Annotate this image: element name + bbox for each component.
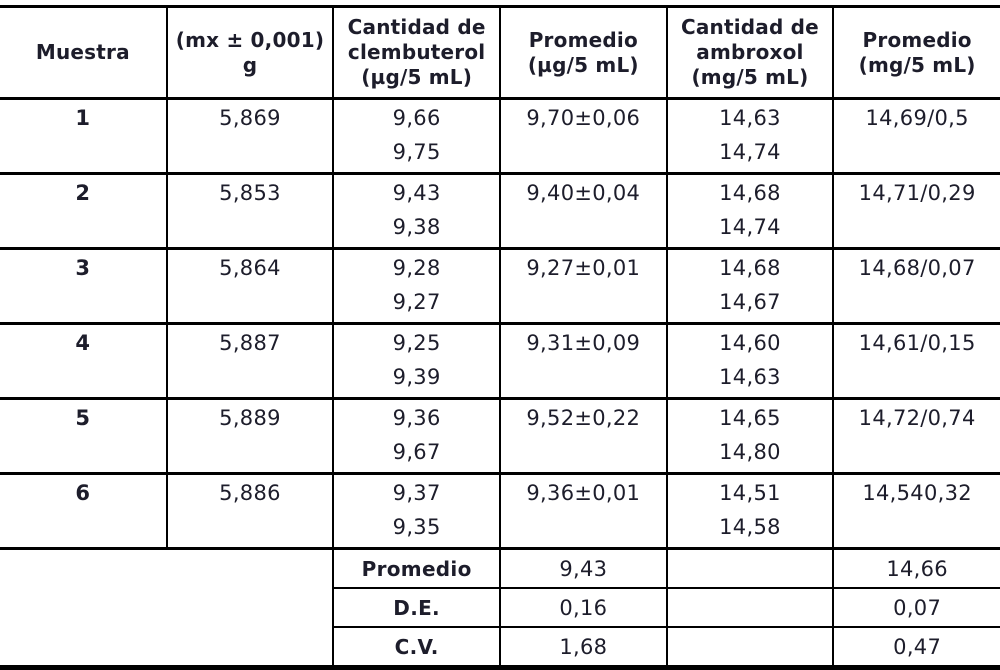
table-row: 3 5,864 9,28 9,27 9,27±0,01 14,68 14,67 … [0,248,1000,325]
cell-muestra: 4 [0,323,167,400]
summary-label: D.E. [332,588,501,628]
empty-merged-cell [0,548,334,669]
table-row: 1 5,869 9,66 9,75 9,70±0,06 14,63 14,74 … [0,98,1000,175]
value-line: 14,80 [719,440,781,464]
cell-mx: 5,886 [165,473,334,550]
cell-clembuterol: 9,43 9,38 [332,173,500,250]
value-line: 14,60 [719,331,781,355]
cell-promedio-mg: 14,72/0,74 [832,398,1000,475]
table-row: 6 5,886 9,37 9,35 9,36±0,01 14,51 14,58 … [0,473,1000,550]
cell-promedio-mg: 14,68/0,07 [832,248,1000,325]
cell-muestra: 6 [0,473,167,550]
summary-row: D.E. 0,16 0,07 [0,588,1000,628]
value-line: 9,27 [392,290,441,314]
summary-ambroxol-value: 0,07 [833,588,1000,628]
cell-ambroxol: 14,63 14,74 [665,98,834,175]
cell-ambroxol: 14,51 14,58 [665,473,834,550]
cell-muestra: 1 [0,98,167,175]
value-line: 14,74 [719,140,781,164]
cell-promedio-ug: 9,27±0,01 [498,248,667,325]
cell-promedio-ug: 9,40±0,04 [498,173,667,250]
cell-clembuterol: 9,25 9,39 [332,323,500,400]
cell-mx: 5,853 [165,173,334,250]
header-promedio-mg: Promedio (mg/5 mL) [832,6,1000,100]
cell-mx: 5,889 [165,398,334,475]
summary-ambroxol-value: 0,47 [833,627,1000,669]
value-line: 14,51 [719,481,781,505]
table-row: 4 5,887 9,25 9,39 9,31±0,09 14,60 14,63 … [0,323,1000,400]
value-line: 14,74 [719,215,781,239]
cell-clembuterol: 9,36 9,67 [332,398,500,475]
summary-label: C.V. [332,627,501,669]
cell-promedio-mg: 14,61/0,15 [832,323,1000,400]
cell-promedio-mg: 14,540,32 [832,473,1000,550]
summary-row: Promedio 9,43 14,66 [0,548,1000,669]
cell-muestra: 3 [0,248,167,325]
header-mx: (mx ± 0,001) g [165,6,334,100]
value-line: 14,68 [719,181,781,205]
cell-ambroxol: 14,65 14,80 [665,398,834,475]
value-line: 9,28 [392,256,441,280]
header-cantidad-ambroxol: Cantidad de ambroxol (mg/5 mL) [665,6,834,100]
value-line: 9,66 [392,106,441,130]
value-line: 9,67 [392,440,441,464]
value-line: 9,36 [392,406,441,430]
cell-ambroxol: 14,60 14,63 [665,323,834,400]
value-line: 14,65 [719,406,781,430]
cell-promedio-ug: 9,70±0,06 [498,98,667,175]
value-line: 9,35 [392,515,441,539]
empty-cell [665,627,835,669]
table-row: 5 5,889 9,36 9,67 9,52±0,22 14,65 14,80 … [0,398,1000,475]
value-line: 9,75 [392,140,441,164]
value-line: 14,68 [719,256,781,280]
cell-mx: 5,887 [165,323,334,400]
cell-promedio-mg: 14,71/0,29 [832,173,1000,250]
cell-clembuterol: 9,66 9,75 [332,98,500,175]
summary-ambroxol-value: 14,66 [833,548,1000,589]
value-line: 14,63 [719,106,781,130]
summary-label: Promedio [332,548,501,589]
value-line: 14,58 [719,515,781,539]
scanned-page: Muestra (mx ± 0,001) g Cantidad de clemb… [0,5,1000,670]
header-promedio-ug: Promedio (µg/5 mL) [498,6,667,100]
summary-clembuterol-value: 9,43 [499,548,667,589]
value-line: 9,43 [392,181,441,205]
value-line: 9,25 [392,331,441,355]
empty-cell [665,548,835,589]
summary-clembuterol-value: 1,68 [499,627,667,669]
cell-muestra: 5 [0,398,167,475]
header-row: Muestra (mx ± 0,001) g Cantidad de clemb… [0,6,1000,100]
empty-cell [665,588,835,628]
results-table: Muestra (mx ± 0,001) g Cantidad de clemb… [0,5,1000,670]
cell-mx: 5,869 [165,98,334,175]
cell-promedio-mg: 14,69/0,5 [832,98,1000,175]
header-cantidad-clembuterol: Cantidad de clembuterol (µg/5 mL) [332,6,500,100]
cell-clembuterol: 9,28 9,27 [332,248,500,325]
cell-muestra: 2 [0,173,167,250]
cell-promedio-ug: 9,31±0,09 [498,323,667,400]
value-line: 14,67 [719,290,781,314]
table-row: 2 5,853 9,43 9,38 9,40±0,04 14,68 14,74 … [0,173,1000,250]
cell-promedio-ug: 9,36±0,01 [498,473,667,550]
value-line: 9,39 [392,365,441,389]
value-line: 14,63 [719,365,781,389]
cell-clembuterol: 9,37 9,35 [332,473,500,550]
value-line: 9,37 [392,481,441,505]
cell-ambroxol: 14,68 14,74 [665,173,834,250]
cell-mx: 5,864 [165,248,334,325]
header-muestra: Muestra [0,6,167,100]
value-line: 9,38 [392,215,441,239]
cell-ambroxol: 14,68 14,67 [665,248,834,325]
summary-clembuterol-value: 0,16 [499,588,667,628]
cell-promedio-ug: 9,52±0,22 [498,398,667,475]
